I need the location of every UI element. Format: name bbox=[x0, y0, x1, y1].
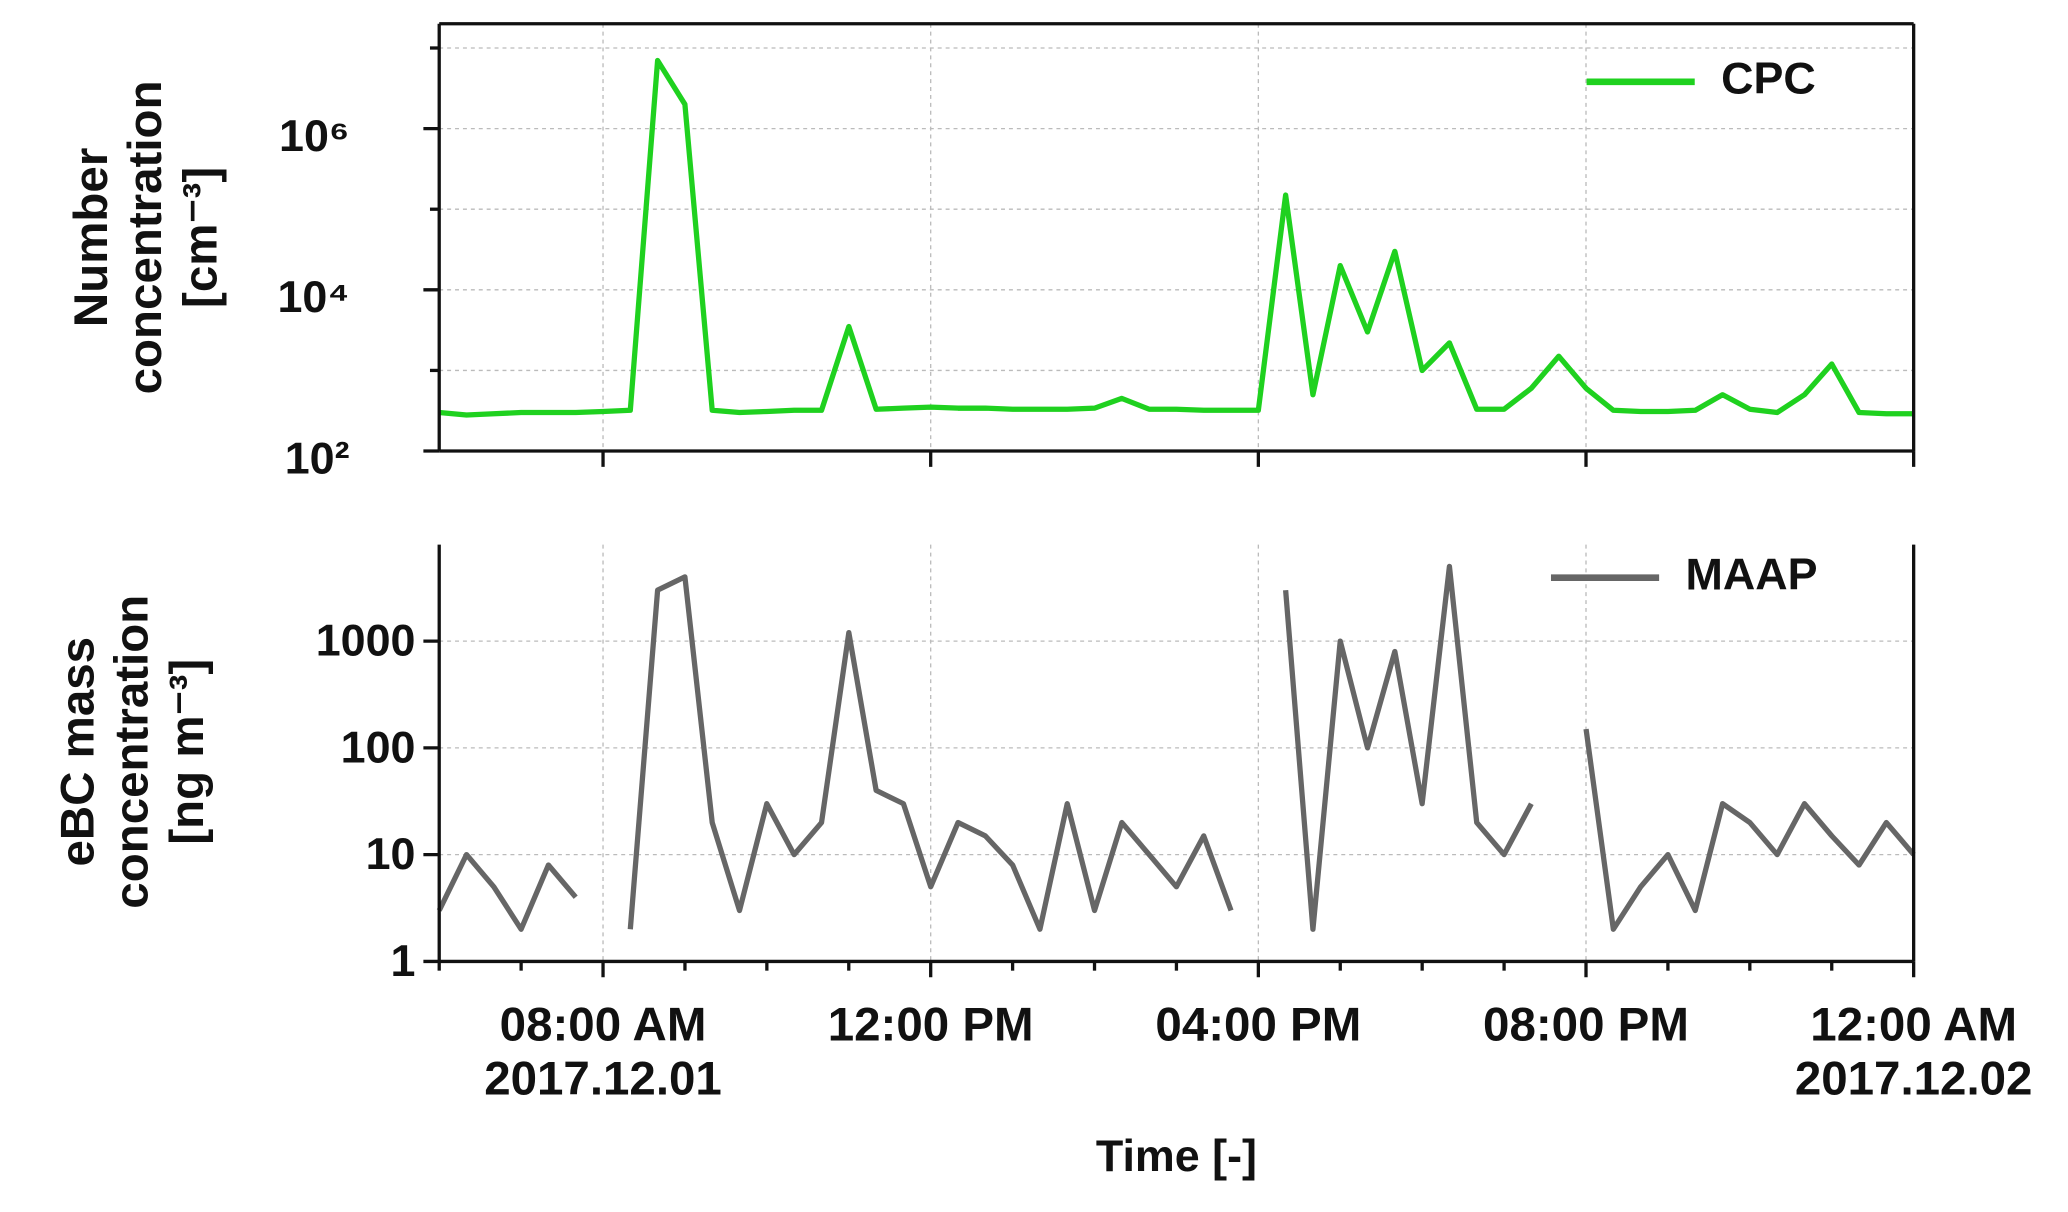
y-tick-label: 10⁶ bbox=[279, 110, 350, 161]
y-tick-label: 10⁴ bbox=[277, 271, 349, 322]
y-tick-label: 10² bbox=[285, 432, 350, 483]
y-axis-label-box: Number concentration [cm⁻³] bbox=[63, 80, 227, 395]
x-tick-label: 08:00 PM bbox=[1483, 997, 1689, 1052]
x-tick-label: 12:00 AM 2017.12.02 bbox=[1794, 996, 2033, 1106]
y-tick-label: 10 bbox=[366, 828, 416, 879]
x-tick-label-box: 08:00 AM 2017.12.01 bbox=[484, 996, 722, 1106]
data-line bbox=[438, 57, 1914, 418]
x-tick-label-box: 04:00 PM bbox=[1155, 997, 1362, 1052]
x-tick-label-box: 12:00 AM 2017.12.02 bbox=[1794, 996, 2033, 1106]
data-line bbox=[1583, 728, 1916, 932]
y-tick-label: 100 bbox=[341, 721, 416, 772]
y-axis-label: Number concentration [cm⁻³] bbox=[63, 80, 227, 395]
x-tick-label-box: 12:00 PM bbox=[827, 997, 1034, 1052]
x-tick-label: 04:00 PM bbox=[1155, 997, 1362, 1052]
y-tick-label: 1000 bbox=[316, 615, 416, 666]
legend-label: MAAP bbox=[1685, 548, 1817, 599]
y-tick-label: 1 bbox=[391, 935, 416, 986]
data-line bbox=[627, 574, 1234, 932]
x-tick-label: 12:00 PM bbox=[827, 997, 1034, 1052]
data-line bbox=[436, 851, 578, 932]
y-axis-label-box: eBC mass concentration [ng m⁻³] bbox=[50, 594, 214, 909]
data-line bbox=[1283, 563, 1534, 932]
y-axis-label: eBC mass concentration [ng m⁻³] bbox=[50, 594, 214, 909]
x-axis-label: Time [-] bbox=[1096, 1130, 1257, 1181]
x-tick-label-box: 08:00 PM bbox=[1483, 997, 1689, 1052]
x-tick-label: 08:00 AM 2017.12.01 bbox=[484, 996, 722, 1106]
legend-label: CPC bbox=[1721, 53, 1816, 104]
